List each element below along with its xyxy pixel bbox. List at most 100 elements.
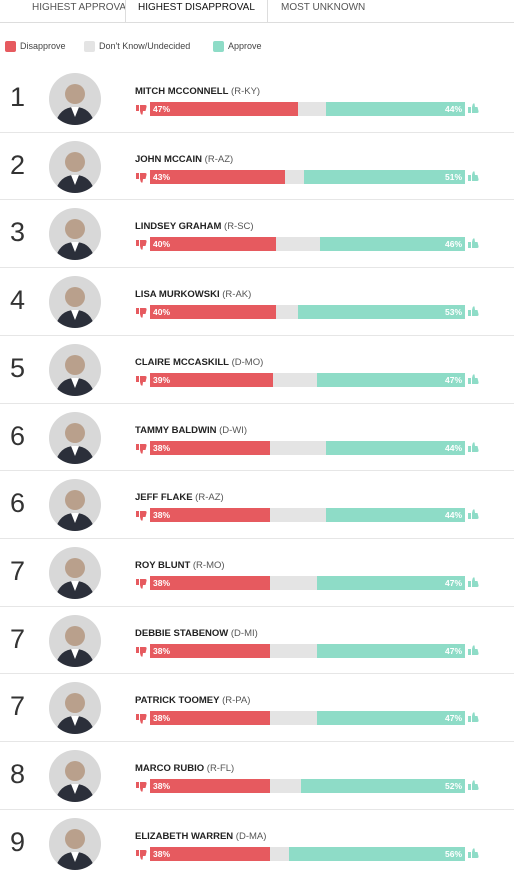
party-text: (R-AK)	[219, 289, 252, 301]
thumb-down-icon	[136, 511, 147, 521]
undecided-bar: 38% 44%	[150, 508, 465, 523]
approve-bar: 44%	[326, 440, 465, 455]
disapprove-label: 39%	[153, 374, 171, 385]
row-separator	[0, 132, 514, 133]
name-text: CLAIRE MCCASKILL	[135, 356, 229, 368]
portrait-silhouette	[55, 151, 95, 193]
approve-bar: 44%	[326, 508, 465, 523]
disapprove-bar: 38%	[150, 846, 270, 861]
approve-label: 53%	[444, 307, 462, 318]
legend-swatch	[213, 41, 224, 52]
rank-number: 3	[10, 217, 26, 248]
party-text: (R-PA)	[219, 695, 251, 707]
portrait-photo	[49, 411, 101, 464]
row-separator	[0, 606, 514, 607]
party-text: (R-FL)	[204, 763, 235, 774]
row-separator	[0, 809, 514, 810]
tab-underline	[0, 22, 514, 23]
undecided-bar: 38% 47%	[150, 643, 465, 658]
disapprove-label: 38%	[153, 577, 171, 588]
disapprove-bar: 40%	[150, 305, 276, 320]
rank-number: 9	[10, 826, 26, 857]
senator-name: TAMMY BALDWIN (D-WI)	[135, 425, 247, 436]
legend-label: Approve	[228, 41, 262, 51]
party-text: (D-WI)	[216, 424, 248, 436]
undecided-bar: 39% 47%	[150, 372, 465, 387]
party-text: (D-MO)	[228, 356, 264, 368]
approve-label: 52%	[444, 781, 462, 791]
approve-label: 56%	[444, 848, 462, 859]
thumb-up-icon	[468, 509, 479, 520]
party-text: (R-AZ)	[202, 153, 234, 165]
undecided-bar: 40% 46%	[150, 237, 465, 252]
portrait-silhouette	[55, 828, 95, 870]
row-separator	[0, 673, 514, 674]
name-text: MITCH MCCONNELL	[135, 86, 229, 97]
thumb-up-icon	[468, 577, 479, 587]
thumb-down-icon	[136, 782, 147, 792]
undecided-bar: 38% 44%	[150, 440, 465, 455]
senator-name: JEFF FLAKE (R-AZ)	[135, 492, 224, 503]
thumb-up-icon	[468, 780, 479, 790]
name-text: JEFF FLAKE	[135, 492, 193, 504]
name-text: LISA MURKOWSKI	[135, 289, 220, 301]
disapprove-label: 40%	[153, 307, 171, 318]
senator-name: DEBBIE STABENOW (D-MI)	[135, 628, 258, 639]
portrait-photo	[49, 343, 101, 396]
row-separator	[0, 538, 514, 539]
portrait-silhouette	[55, 422, 95, 464]
senator-name: PATRICK TOOMEY (R-PA)	[135, 695, 250, 706]
disapprove-label: 38%	[153, 442, 171, 453]
disapprove-bar: 38%	[150, 575, 270, 590]
thumb-down-icon	[136, 308, 147, 318]
party-text: (D-MA)	[233, 830, 267, 842]
name-text: DEBBIE STABENOW	[135, 627, 229, 639]
rank-number: 7	[10, 623, 26, 654]
legend-label: Don't Know/Undecided	[99, 41, 191, 51]
senator-name: JOHN MCCAIN (R-AZ)	[135, 154, 233, 165]
approve-label: 44%	[444, 510, 462, 521]
approve-bar: 51%	[304, 169, 465, 184]
thumb-down-icon	[136, 172, 147, 183]
party-text: (R-AZ)	[192, 492, 224, 504]
senator-name: ROY BLUNT (R-MO)	[135, 560, 225, 571]
legend-swatch	[5, 41, 16, 52]
approve-bar: 47%	[316, 372, 465, 387]
portrait-silhouette	[55, 287, 95, 329]
thumb-up-icon	[468, 848, 479, 858]
senator-name: MARCO RUBIO (R-FL)	[135, 763, 234, 774]
disapprove-bar: 39%	[150, 372, 273, 387]
thumb-down-icon	[136, 443, 147, 454]
name-text: ELIZABETH WARREN	[135, 830, 234, 842]
undecided-bar: 47% 44%	[150, 102, 465, 116]
thumb-up-icon	[468, 644, 479, 655]
tab[interactable]: HIGHEST APPROVAL	[32, 2, 132, 13]
portrait-silhouette	[55, 761, 95, 802]
thumb-up-icon	[468, 171, 479, 181]
party-text: (R-MO)	[190, 559, 225, 571]
rank-number: 7	[10, 555, 26, 586]
approve-label: 47%	[444, 713, 462, 724]
disapprove-bar: 38%	[150, 440, 270, 455]
approve-bar: 53%	[298, 305, 465, 320]
disapprove-bar: 47%	[150, 102, 299, 116]
approve-bar: 56%	[288, 846, 465, 861]
thumb-up-icon	[468, 441, 479, 452]
portrait-photo	[49, 750, 101, 802]
tab[interactable]: MOST UNKNOWN	[281, 2, 366, 13]
approve-bar: 47%	[316, 575, 465, 590]
thumb-down-icon	[136, 375, 147, 386]
disapprove-label: 38%	[153, 848, 171, 859]
senator-name: CLAIRE MCCASKILL (D-MO)	[135, 357, 263, 368]
rank-number: 8	[10, 759, 26, 789]
portrait-silhouette	[55, 354, 95, 396]
thumb-up-icon	[468, 374, 479, 384]
party-text: (R-SC)	[221, 221, 254, 233]
thumb-up-icon	[468, 712, 479, 723]
rank-number: 6	[10, 488, 26, 519]
tab[interactable]: HIGHEST DISAPPROVAL	[125, 0, 268, 23]
disapprove-bar: 40%	[150, 237, 276, 252]
disapprove-label: 40%	[153, 239, 171, 250]
name-text: PATRICK TOOMEY	[135, 695, 220, 707]
